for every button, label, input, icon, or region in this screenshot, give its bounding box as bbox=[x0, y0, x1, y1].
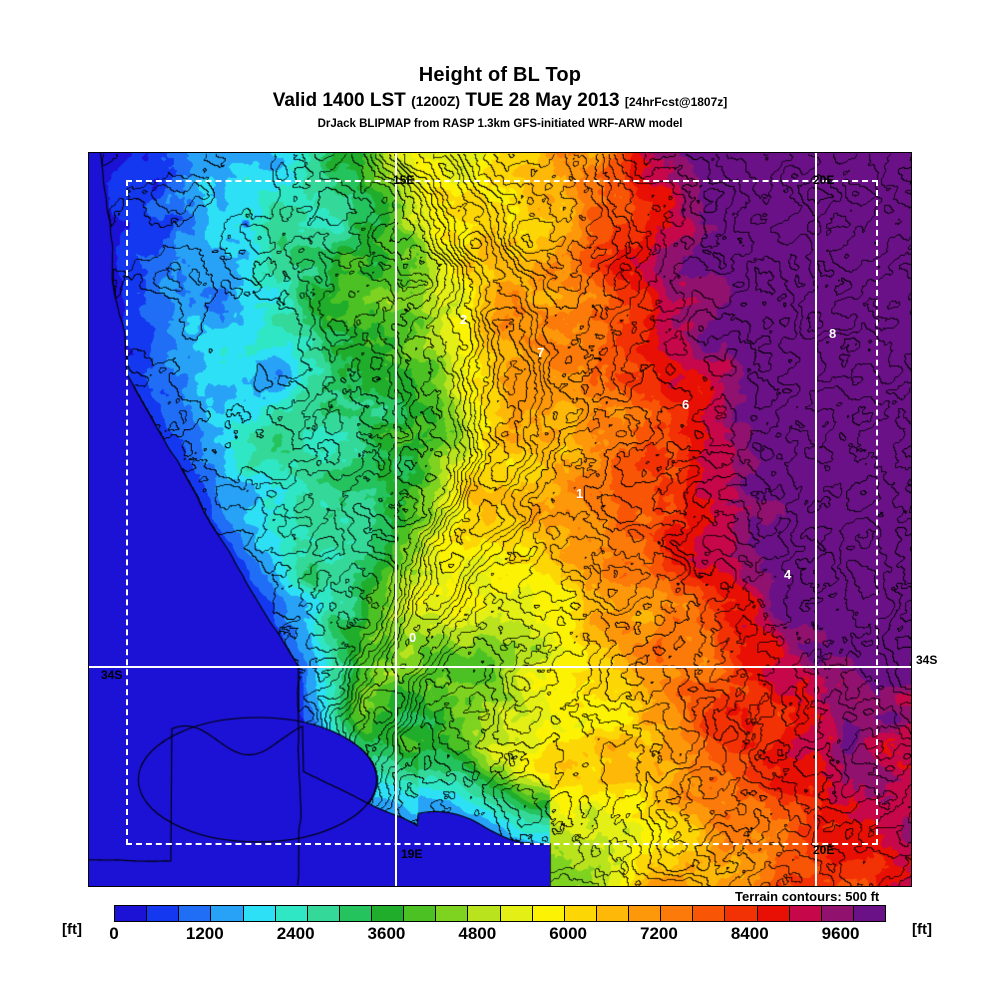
map-contour-label-8-2: 8 bbox=[829, 326, 837, 341]
colorbar-unit-left: [ft] bbox=[62, 921, 82, 938]
colorbar-swatch-2 bbox=[179, 906, 212, 921]
colorbar-swatch-8 bbox=[372, 906, 405, 921]
map-graticule-label-1: 20E bbox=[813, 173, 835, 187]
map-graticule-label-4: 34S bbox=[101, 668, 123, 682]
map-contour-label-7-6: 7 bbox=[537, 345, 545, 360]
colorbar-swatch-3 bbox=[211, 906, 244, 921]
colorbar-tick-1200: 1200 bbox=[185, 924, 224, 943]
colorbar-tick-6000: 6000 bbox=[549, 924, 588, 943]
colorbar-swatch-9 bbox=[404, 906, 437, 921]
colorbar-section: [ft] [ft] 0 1200 2400 3600 4800 6000 7200 8400 9… bbox=[0, 905, 1000, 965]
colorbar-tick-2400: 2400 bbox=[276, 924, 315, 943]
map-label-layer: 15E 20E 20E 19E 34S 2 6 8 4 1 0 7 bbox=[89, 153, 911, 886]
model-subtitle: DrJack BLIPMAP from RASP 1.3km GFS-initi… bbox=[317, 118, 683, 130]
valid-time-line: Valid 1400 LST (1200Z) TUE 28 May 2013 [… bbox=[0, 89, 1000, 114]
colorbar-swatch-1 bbox=[147, 906, 180, 921]
map-contour-label-6-1: 6 bbox=[682, 397, 690, 412]
colorbar-swatch-17 bbox=[661, 906, 694, 921]
forecast-map[interactable]: 15E 20E 20E 19E 34S 2 6 8 4 1 0 7 bbox=[88, 152, 912, 887]
valid-time-zulu: (1200Z) bbox=[411, 93, 461, 109]
map-contour-label-2-0: 2 bbox=[460, 312, 468, 327]
valid-time-prefix: Valid 1400 LST bbox=[272, 90, 406, 111]
colorbar-swatch-11 bbox=[468, 906, 501, 921]
map-graticule-label-0: 15E bbox=[393, 173, 415, 187]
colorbar-tick-8400: 8400 bbox=[730, 924, 769, 943]
map-graticule-label-2: 20E bbox=[813, 843, 835, 857]
colorbar[interactable] bbox=[114, 905, 886, 922]
domain-boundary-box bbox=[126, 180, 878, 845]
map-graticule-label-3: 19E bbox=[401, 847, 423, 861]
colorbar-swatch-10 bbox=[436, 906, 469, 921]
colorbar-swatch-21 bbox=[789, 906, 822, 921]
colorbar-swatch-13 bbox=[532, 906, 565, 921]
terrain-contour-caption: Terrain contours: 500 ft bbox=[735, 889, 880, 904]
map-contour-label-0-5: 0 bbox=[409, 630, 417, 645]
colorbar-swatch-16 bbox=[629, 906, 662, 921]
colorbar-swatch-18 bbox=[693, 906, 726, 921]
colorbar-swatch-0 bbox=[115, 906, 148, 921]
edge-label-lat-34s: 34S bbox=[916, 653, 938, 667]
colorbar-swatch-19 bbox=[725, 906, 758, 921]
colorbar-unit-right: [ft] bbox=[912, 921, 932, 938]
colorbar-tick-7200: 7200 bbox=[640, 924, 678, 943]
colorbar-swatch-20 bbox=[757, 906, 790, 921]
valid-date: TUE 28 May 2013 bbox=[465, 90, 620, 111]
forecast-tag: [24hrFcst@1807z] bbox=[624, 95, 728, 109]
colorbar-tick-9600: 9600 bbox=[821, 924, 860, 943]
colorbar-swatch-5 bbox=[275, 906, 308, 921]
colorbar-swatch-7 bbox=[339, 906, 372, 921]
map-raster bbox=[89, 153, 911, 886]
colorbar-swatch-6 bbox=[307, 906, 340, 921]
map-contour-label-4-3: 4 bbox=[784, 567, 792, 582]
map-contour-label-1-4: 1 bbox=[576, 486, 584, 501]
graticule-lon-15e bbox=[395, 153, 397, 886]
colorbar-swatch-22 bbox=[821, 906, 854, 921]
colorbar-swatch-23 bbox=[853, 906, 885, 921]
colorbar-tick-0: 0 bbox=[109, 924, 119, 943]
colorbar-swatch-15 bbox=[596, 906, 629, 921]
page-title: Height of BL Top bbox=[418, 64, 582, 86]
colorbar-tick-4800: 4800 bbox=[458, 924, 497, 943]
colorbar-swatch-12 bbox=[500, 906, 533, 921]
graticule-lon-20e bbox=[815, 153, 817, 886]
colorbar-swatch-4 bbox=[243, 906, 276, 921]
colorbar-swatch-14 bbox=[564, 906, 597, 921]
colorbar-tick-3600: 3600 bbox=[367, 924, 406, 943]
graticule-lat-34s bbox=[89, 666, 911, 668]
title-block: Height of BL Top Valid 1400 LST (1200Z) … bbox=[0, 0, 1000, 131]
